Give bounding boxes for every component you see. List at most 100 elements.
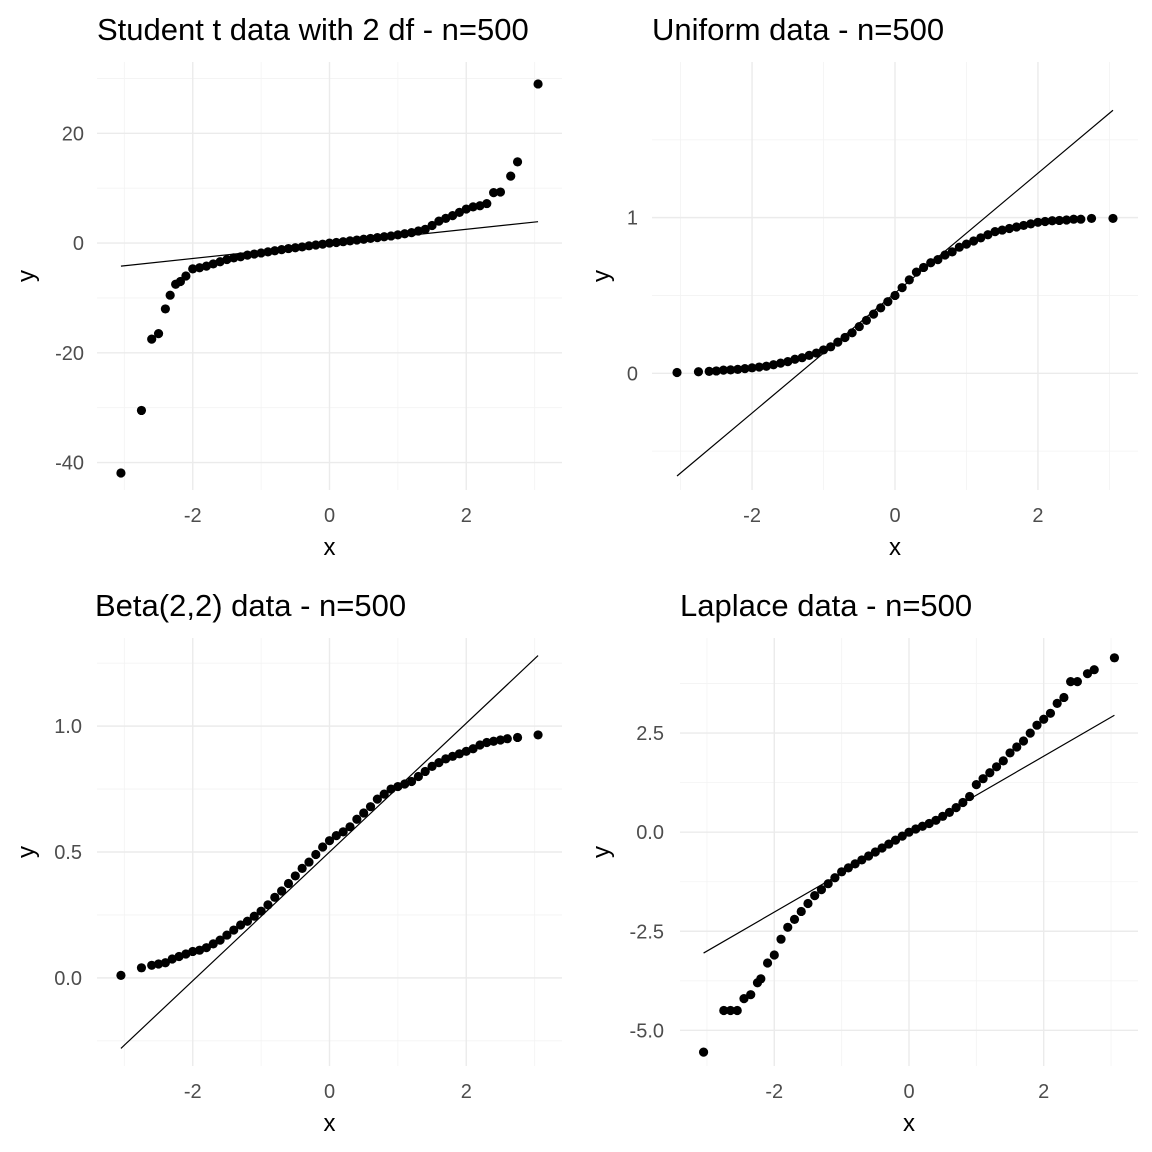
- data-point: [789, 914, 800, 924]
- chart-title: Student t data with 2 df - n=500: [97, 12, 529, 47]
- data-point: [843, 863, 853, 873]
- x-axis-label: x: [903, 1110, 915, 1137]
- data-point: [502, 734, 512, 744]
- data-point: [229, 925, 239, 935]
- data-point: [208, 939, 218, 949]
- data-point: [1108, 213, 1118, 224]
- y-axis-label: y: [13, 270, 40, 282]
- data-point: [242, 916, 253, 926]
- data-point: [1011, 222, 1022, 232]
- data-point: [890, 290, 900, 301]
- data-point: [1039, 714, 1049, 724]
- data-point: [740, 364, 750, 374]
- data-point: [769, 950, 779, 960]
- data-point: [754, 362, 764, 372]
- data-point: [447, 211, 458, 221]
- data-point: [933, 255, 943, 265]
- data-point: [698, 1047, 709, 1057]
- data-point: [413, 771, 423, 782]
- data-point: [904, 275, 914, 285]
- data-point: [386, 231, 396, 241]
- data-point: [877, 843, 887, 853]
- data-point: [883, 297, 893, 307]
- data-point: [468, 202, 478, 212]
- data-point: [926, 258, 936, 268]
- data-point: [803, 898, 813, 909]
- data-point: [304, 241, 314, 251]
- data-point: [372, 794, 382, 804]
- data-point: [533, 730, 543, 740]
- data-point: [1019, 220, 1029, 231]
- data-point: [242, 250, 253, 260]
- data-point: [911, 267, 922, 277]
- data-point: [297, 242, 307, 252]
- data-point: [826, 342, 836, 352]
- data-point: [420, 224, 430, 234]
- data-point: [854, 321, 864, 332]
- data-point: [359, 234, 369, 244]
- y-tick-label: 0.5: [54, 842, 82, 864]
- data-point: [969, 236, 979, 246]
- data-point: [976, 233, 986, 243]
- data-point: [830, 873, 840, 883]
- data-point: [938, 811, 948, 821]
- x-axis-label: x: [324, 534, 336, 561]
- data-point: [352, 235, 362, 245]
- data-point: [1004, 223, 1014, 234]
- x-tick-label: 2: [461, 1081, 472, 1103]
- x-tick-label: 0: [889, 505, 900, 527]
- data-point: [160, 958, 170, 968]
- x-tick-label: -2: [184, 1081, 202, 1103]
- data-point: [1066, 676, 1076, 687]
- data-point: [188, 264, 198, 274]
- data-point: [756, 974, 766, 984]
- data-point: [345, 822, 355, 832]
- data-point: [1072, 676, 1082, 687]
- data-point: [1018, 736, 1029, 746]
- data-point: [847, 328, 857, 338]
- data-point: [256, 248, 266, 258]
- data-point: [153, 959, 164, 969]
- data-point: [533, 79, 543, 89]
- x-tick-label: 0: [903, 1081, 914, 1103]
- data-point: [818, 345, 829, 355]
- data-point: [345, 236, 355, 246]
- data-point: [693, 367, 704, 377]
- data-point: [725, 1005, 736, 1016]
- x-tick-label: 2: [461, 505, 472, 527]
- data-point: [857, 855, 867, 865]
- chart-title: Laplace data - n=500: [680, 588, 972, 623]
- x-tick-label: -2: [765, 1081, 783, 1103]
- data-point: [776, 934, 786, 944]
- y-tick-label: 0.0: [636, 822, 664, 844]
- data-point: [331, 237, 341, 248]
- data-point: [277, 245, 287, 255]
- data-point: [1047, 216, 1057, 226]
- data-point: [270, 246, 280, 256]
- data-point: [512, 157, 523, 167]
- data-point: [489, 187, 499, 198]
- data-point: [850, 859, 860, 869]
- data-point: [181, 271, 191, 281]
- data-point: [985, 768, 995, 778]
- data-point: [365, 233, 376, 244]
- data-point: [506, 171, 516, 181]
- data-point: [482, 198, 492, 209]
- data-point: [997, 225, 1007, 235]
- data-point: [823, 879, 833, 889]
- data-point: [338, 237, 348, 247]
- data-point: [427, 220, 437, 231]
- data-point: [870, 847, 880, 857]
- data-point: [379, 789, 389, 799]
- panel-beta: -2 0 2 0.0 0.5 1.0 Beta(2,2) data - n=500 x y: [13, 588, 562, 1137]
- data-point: [222, 930, 232, 940]
- y-axis-label: y: [588, 846, 615, 858]
- x-tick-label: 0: [324, 1081, 335, 1103]
- data-point: [1040, 216, 1050, 227]
- data-point: [876, 303, 886, 313]
- data-point: [1054, 215, 1064, 226]
- data-point: [352, 814, 362, 824]
- data-point: [711, 366, 721, 376]
